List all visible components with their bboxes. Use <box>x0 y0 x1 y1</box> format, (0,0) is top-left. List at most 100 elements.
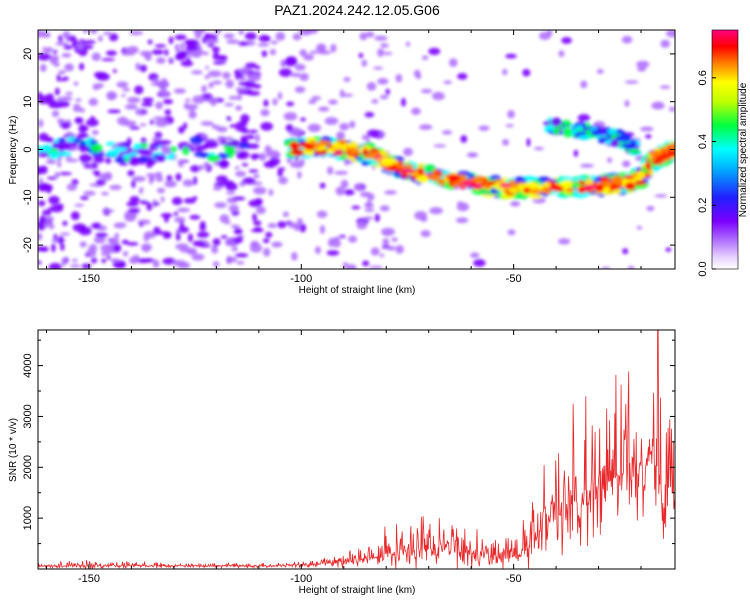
spectrogram-blob <box>60 77 66 82</box>
spectrogram-blob <box>200 121 214 126</box>
spectrogram-blob <box>666 30 675 38</box>
spectrogram-blob <box>118 162 129 166</box>
spectrogram-blob <box>665 247 672 252</box>
spectrogram-blob <box>83 164 91 169</box>
spectrogram-blob <box>299 142 311 148</box>
spectrogram-blob <box>457 201 464 205</box>
spectrogram-blob <box>252 213 258 222</box>
spectrogram-blob <box>54 141 69 151</box>
spectrogram-blob <box>590 129 604 136</box>
spectrogram-blob <box>126 46 139 54</box>
spectrogram-ytick-label: 20 <box>22 48 34 60</box>
spectrogram-blob <box>470 252 480 258</box>
spectrogram-blob <box>61 257 67 267</box>
spectrogram-blob <box>391 237 398 242</box>
spectrogram-blob <box>156 187 166 194</box>
spectrogram-blob <box>42 209 48 216</box>
spectrogram-blob <box>175 232 181 242</box>
spectrogram-blob <box>155 154 166 163</box>
spectrogram-blob <box>302 149 309 156</box>
spectrogram-blob <box>156 57 166 64</box>
spectrogram-blob <box>486 180 496 186</box>
spectrogram-blob <box>220 235 228 239</box>
spectrogram-blob <box>287 222 299 229</box>
spectrogram-blob <box>264 145 272 154</box>
spectrogram-blob <box>655 155 666 161</box>
spectrogram-blob <box>374 213 380 222</box>
spectrogram-blob <box>57 161 62 168</box>
spectrogram-blob <box>48 262 62 269</box>
spectrogram-blob <box>187 233 194 243</box>
spectrogram-blob <box>192 176 198 186</box>
spectrogram-blob <box>255 65 261 70</box>
spectrogram-blob <box>263 99 269 107</box>
spectrogram-blob <box>48 195 60 205</box>
spectrogram-blob <box>162 234 171 239</box>
spectrogram-blob <box>636 171 646 179</box>
spectrogram-blob <box>44 47 54 53</box>
spectrogram-blob <box>577 186 586 194</box>
spectrogram-blob <box>80 44 94 50</box>
spectrogram-blob <box>177 207 190 213</box>
spectrogram-blob <box>331 240 341 248</box>
spectrogram-blob <box>477 187 488 195</box>
spectrogram-blob <box>171 197 183 206</box>
spectrogram-blob <box>38 246 47 252</box>
spectrogram-blob <box>502 139 510 146</box>
spectrogram-blob <box>142 190 149 200</box>
spectrogram-blob <box>123 226 135 232</box>
spectrogram-blob <box>366 139 371 144</box>
spectrogram-heatmap <box>38 30 675 269</box>
spectrogram-blob <box>277 169 284 177</box>
spectrogram-blob <box>307 123 322 133</box>
spectrogram-blob <box>42 144 53 153</box>
spectrogram-blob <box>106 256 111 260</box>
spectrogram-blob <box>214 120 228 126</box>
spectrogram-blob <box>193 151 206 157</box>
spectrogram-blob <box>382 51 393 55</box>
spectrogram-blob <box>57 151 72 157</box>
spectrogram-blob <box>142 246 150 253</box>
spectrogram-blob <box>222 71 231 80</box>
spectrogram-blob <box>58 172 73 176</box>
spectrogram-blob <box>212 61 225 65</box>
spectrogram-blob <box>228 256 238 263</box>
spectrogram-blob <box>173 211 179 217</box>
spectrogram-blob <box>185 45 199 53</box>
spectrogram-blob <box>231 246 238 252</box>
spectrogram-blob <box>326 147 335 154</box>
spectrogram-blob <box>100 191 109 196</box>
figure-title: PAZ1.2024.242.12.05.G06 <box>274 2 440 18</box>
spectrogram-blob <box>238 77 247 81</box>
spectrogram-blob <box>42 47 47 52</box>
spectrogram-blob <box>283 112 298 121</box>
spectrogram-blob <box>127 208 140 214</box>
spectrogram-blob <box>417 167 425 176</box>
spectrogram-blob <box>97 35 103 42</box>
spectrogram-blob <box>365 31 375 38</box>
spectrogram-blob <box>127 96 141 104</box>
snr-xlabel: Height of straight line (km) <box>299 585 416 596</box>
spectrogram-blob <box>580 80 588 89</box>
spectrogram-blob <box>324 117 339 125</box>
spectrogram-blob <box>223 220 232 225</box>
spectrogram-blob <box>466 152 479 158</box>
spectrogram-blob <box>286 101 295 107</box>
spectrogram-blob <box>273 152 281 158</box>
spectrogram-blob <box>252 84 262 89</box>
spectrogram-blob <box>172 259 187 267</box>
spectrogram-blob <box>215 182 228 187</box>
spectrogram-blob <box>217 152 230 159</box>
spectrogram-blob <box>38 91 43 100</box>
spectrogram-blob <box>206 97 219 104</box>
spectrogram-blob <box>379 205 390 212</box>
spectrogram-blob <box>106 149 120 157</box>
spectrogram-blob <box>260 122 274 131</box>
spectrogram-blob <box>90 257 98 264</box>
spectrogram-blob <box>226 39 240 44</box>
spectrogram-blob <box>152 259 160 268</box>
spectrogram-blob <box>253 173 260 179</box>
spectrogram-blob <box>326 166 334 175</box>
spectrogram-blob <box>38 30 48 38</box>
spectrogram-blob <box>164 109 172 116</box>
